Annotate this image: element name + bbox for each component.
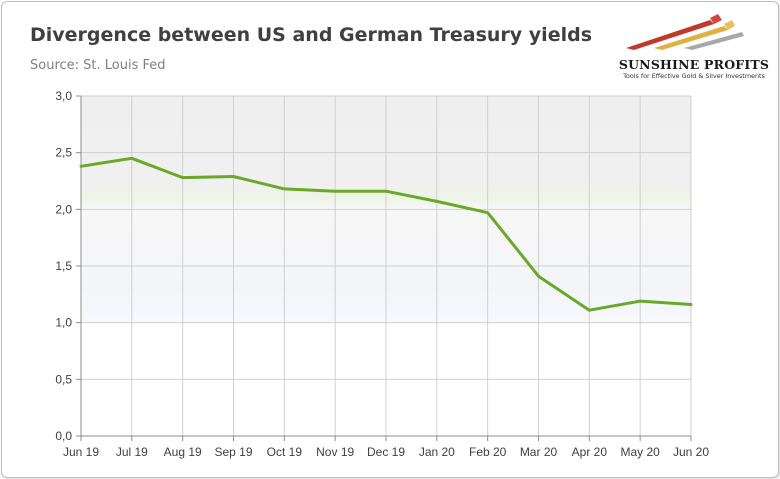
x-tick-label: Aug 19: [164, 445, 202, 459]
logo-brand: SUNSHINE PROFITS: [618, 57, 770, 72]
series-line-yield-spread: [79, 156, 693, 312]
x-tick-label: May 20: [620, 445, 660, 459]
y-tick-label: 2,0: [55, 202, 72, 216]
x-tick-label: Oct 19: [267, 445, 303, 459]
y-tick-label: 1,5: [55, 259, 72, 273]
axes: [76, 95, 692, 441]
sunshine-profits-logo-icon: [626, 14, 744, 50]
x-tick-label: Jun 19: [63, 445, 99, 459]
x-tick-label: Nov 19: [316, 445, 354, 459]
x-tick-labels: Jun 19 Jul 19 Aug 19 Sep 19 Oct 19 Nov 19 Dec …: [63, 445, 709, 459]
chart-title: Divergence between US and German Treasur…: [30, 24, 593, 46]
logo-tagline: Tools for Effective Gold & Silver Invest…: [623, 72, 765, 80]
y-tick-label: 0,0: [55, 429, 72, 443]
x-tick-label: Feb 20: [469, 445, 507, 459]
x-tick-label: Mar 20: [520, 445, 558, 459]
chart-source: Source: St. Louis Fed: [30, 58, 166, 73]
x-tick-label: Jul 19: [116, 445, 148, 459]
y-tick-label: 2,5: [55, 146, 72, 160]
y-tick-label: 1,0: [55, 316, 72, 330]
x-tick-label: Dec 19: [367, 445, 405, 459]
x-tick-label: Jan 20: [419, 445, 455, 459]
y-tick-labels: 0,0 0,5 1,0 1,5 2,0 2,5 3,0: [55, 89, 72, 443]
y-tick-label: 3,0: [55, 89, 72, 103]
x-tick-label: Apr 20: [572, 445, 608, 459]
x-tick-label: Sep 19: [214, 445, 252, 459]
y-tick-label: 0,5: [55, 372, 72, 386]
x-tick-label: Jun 20: [673, 445, 709, 459]
